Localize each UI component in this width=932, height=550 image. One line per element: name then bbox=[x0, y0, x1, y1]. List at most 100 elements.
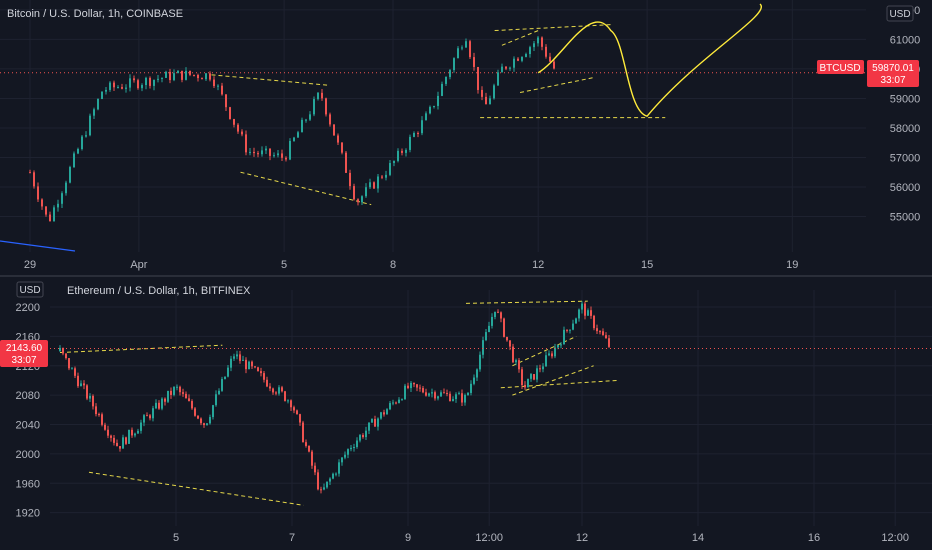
eth-candle-body bbox=[317, 472, 319, 490]
eth-candle-body bbox=[491, 316, 493, 326]
btc-symbol-tag: BTCUSD bbox=[817, 60, 864, 74]
btc-candle-body bbox=[113, 82, 115, 88]
eth-candle-body bbox=[371, 418, 373, 423]
btc-candle-body bbox=[181, 70, 183, 80]
eth-candle-body bbox=[545, 355, 547, 367]
btc-candle-body bbox=[65, 182, 67, 194]
btc-x-tick-label: 12 bbox=[532, 259, 544, 271]
eth-candle-body bbox=[245, 359, 247, 370]
btc-panel[interactable]: Bitcoin / U.S. Dollar, 1h, COINBASE 5500… bbox=[0, 0, 920, 271]
eth-grid bbox=[50, 290, 932, 526]
eth-countdown: 33:07 bbox=[11, 355, 36, 366]
btc-candle-body bbox=[137, 80, 139, 89]
eth-candle-body bbox=[119, 446, 121, 449]
eth-y-tick-label: 2080 bbox=[16, 390, 40, 402]
btc-candle-body bbox=[33, 172, 35, 187]
eth-candle-body bbox=[524, 385, 526, 388]
btc-price-label: 59870.01 33:07 bbox=[867, 60, 919, 87]
btc-candle-body bbox=[445, 76, 447, 84]
eth-candle-body bbox=[104, 424, 106, 430]
eth-pattern-line bbox=[512, 335, 577, 367]
btc-candle-body bbox=[345, 152, 347, 173]
eth-candle-body bbox=[344, 454, 346, 458]
btc-candle-body bbox=[537, 37, 539, 44]
btc-pattern-line bbox=[211, 74, 328, 86]
eth-candle-body bbox=[437, 396, 439, 399]
eth-candle-body bbox=[569, 329, 571, 331]
btc-x-tick-label: 15 bbox=[641, 259, 653, 271]
btc-candle-body bbox=[29, 172, 31, 174]
btc-candle-body bbox=[89, 115, 91, 136]
eth-candle-body bbox=[539, 368, 541, 370]
btc-candle-body bbox=[97, 98, 99, 110]
eth-candle-body bbox=[476, 369, 478, 378]
eth-candle-body bbox=[92, 395, 94, 407]
eth-candle-body bbox=[77, 375, 79, 387]
eth-candle-body bbox=[230, 358, 232, 368]
eth-price-label: 2143.60 33:07 bbox=[0, 340, 48, 367]
btc-candle-body bbox=[365, 187, 367, 197]
btc-candle-body bbox=[481, 89, 483, 97]
eth-candle-body bbox=[551, 353, 553, 357]
eth-candle-body bbox=[542, 366, 544, 370]
eth-candle-body bbox=[533, 374, 535, 380]
eth-panel[interactable]: Ethereum / U.S. Dollar, 1h, BITFINEX 192… bbox=[0, 281, 932, 544]
eth-candle-body bbox=[332, 473, 334, 479]
eth-candle-body bbox=[224, 376, 226, 380]
btc-candle-body bbox=[273, 155, 275, 157]
btc-candle-body bbox=[165, 71, 167, 78]
btc-title: Bitcoin / U.S. Dollar, 1h, COINBASE bbox=[7, 8, 183, 20]
eth-candle-body bbox=[173, 386, 175, 395]
btc-x-axis[interactable]: 29 Apr 5 8 12 15 19 bbox=[24, 259, 799, 271]
btc-countdown: 33:07 bbox=[880, 75, 905, 86]
btc-candle-body bbox=[221, 85, 223, 95]
btc-candle-body bbox=[525, 54, 527, 57]
btc-candle-body bbox=[145, 77, 147, 86]
eth-x-tick-label: 5 bbox=[173, 532, 179, 544]
eth-candle-body bbox=[197, 415, 199, 419]
btc-candle-body bbox=[301, 119, 303, 133]
eth-candle-body bbox=[203, 423, 205, 426]
eth-candle-body bbox=[209, 417, 211, 424]
btc-pattern-line bbox=[240, 171, 372, 206]
eth-candle-body bbox=[338, 462, 340, 474]
btc-candle-body bbox=[373, 182, 375, 189]
btc-candle-body bbox=[237, 124, 239, 132]
eth-candle-body bbox=[284, 391, 286, 401]
eth-candle-body bbox=[386, 409, 388, 415]
eth-candle-body bbox=[530, 374, 532, 379]
eth-candle-body bbox=[488, 325, 490, 333]
eth-candle-body bbox=[608, 338, 610, 347]
btc-candle-body bbox=[37, 186, 39, 200]
eth-candle-body bbox=[407, 385, 409, 389]
eth-candle-body bbox=[578, 309, 580, 319]
eth-candle-body bbox=[560, 344, 562, 346]
btc-pattern-line bbox=[494, 24, 611, 32]
btc-candle-body bbox=[41, 199, 43, 207]
eth-candle-body bbox=[596, 328, 598, 332]
eth-candle-body bbox=[374, 418, 376, 427]
eth-candle-body bbox=[479, 354, 481, 370]
eth-candle-body bbox=[470, 383, 472, 393]
eth-candle-body bbox=[110, 435, 112, 438]
eth-candle-body bbox=[200, 418, 202, 424]
eth-candle-body bbox=[116, 442, 118, 447]
eth-pattern-line bbox=[465, 300, 588, 304]
eth-x-axis[interactable]: 5 7 9 12:00 12 14 16 12:00 bbox=[173, 532, 909, 544]
eth-candle-body bbox=[194, 408, 196, 416]
eth-candle-body bbox=[320, 489, 322, 491]
btc-candle-body bbox=[485, 96, 487, 105]
eth-candle-body bbox=[473, 377, 475, 384]
btc-pattern-line bbox=[519, 77, 593, 94]
eth-candle-body bbox=[122, 437, 124, 449]
eth-candle-body bbox=[497, 311, 499, 313]
btc-candle-body bbox=[133, 78, 135, 81]
btc-x-tick-label: 29 bbox=[24, 259, 36, 271]
btc-candle-body bbox=[465, 41, 467, 48]
eth-currency-label[interactable]: USD bbox=[16, 281, 44, 298]
btc-symbol-text: BTCUSD bbox=[819, 63, 860, 74]
btc-currency-label[interactable]: USD bbox=[886, 5, 914, 22]
eth-candle-body bbox=[467, 392, 469, 396]
btc-candle-body bbox=[501, 66, 503, 73]
